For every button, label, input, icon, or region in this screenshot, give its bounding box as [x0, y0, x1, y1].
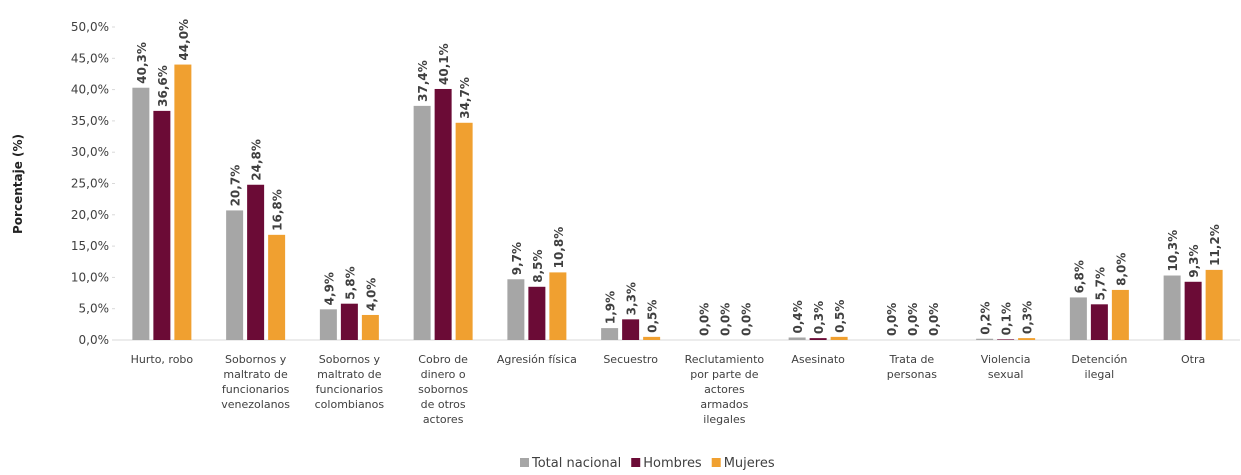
- value-label: 3,3%: [625, 282, 639, 315]
- bar: [413, 105, 431, 340]
- bar: [247, 184, 265, 340]
- value-label: 24,8%: [250, 139, 264, 181]
- bar: [601, 328, 619, 340]
- bar: [268, 234, 286, 340]
- bar: [1090, 304, 1108, 340]
- x-tick-label: Violencia sexual: [980, 353, 1031, 381]
- x-tick-label: Agresión física: [496, 353, 577, 366]
- value-label: 0,5%: [833, 300, 847, 333]
- bar: [1111, 289, 1129, 340]
- bar: [319, 309, 337, 340]
- bar: [549, 272, 567, 340]
- x-tick-label: Otra: [1181, 353, 1206, 366]
- value-label: 16,8%: [271, 189, 285, 231]
- value-label: 0,0%: [927, 303, 941, 336]
- value-label: 0,0%: [718, 303, 732, 336]
- y-tick-label: 50,0%: [71, 20, 109, 34]
- y-tick-label: 45,0%: [71, 51, 109, 65]
- legend-swatch: [711, 458, 721, 467]
- value-label: 34,7%: [458, 77, 472, 119]
- value-label: 0,3%: [1021, 301, 1035, 334]
- bar: [809, 338, 827, 340]
- value-label: 36,6%: [156, 65, 170, 107]
- y-tick-label: 30,0%: [71, 145, 109, 159]
- x-tick-label: Trata de personas: [886, 353, 937, 381]
- value-label: 0,5%: [646, 300, 660, 333]
- value-label: 8,5%: [531, 250, 545, 283]
- y-tick-label: 35,0%: [71, 114, 109, 128]
- value-label: 5,8%: [343, 266, 357, 299]
- legend-label: Total nacional: [531, 456, 621, 471]
- value-label: 1,9%: [604, 291, 618, 324]
- bar: [174, 64, 192, 340]
- x-tick-label: Sobornos y maltrato de funcionarios vene…: [221, 353, 290, 411]
- value-label: 10,3%: [1166, 230, 1180, 272]
- bar: [507, 279, 525, 340]
- value-label: 8,0%: [1114, 253, 1128, 286]
- bar: [1163, 275, 1181, 340]
- value-label: 0,3%: [812, 301, 826, 334]
- bar: [226, 210, 244, 340]
- y-tick-label: 40,0%: [71, 83, 109, 97]
- bar: [997, 339, 1015, 340]
- bar: [153, 110, 171, 340]
- value-label: 0,4%: [791, 300, 805, 333]
- value-label: 0,1%: [1000, 302, 1014, 335]
- legend-swatch: [520, 458, 529, 467]
- bar: [643, 336, 661, 340]
- x-tick-label: Sobornos y maltrato de funcionarios colo…: [314, 353, 385, 411]
- x-tick-label: Cobro de dinero o sobornos de otros acto…: [418, 353, 469, 426]
- y-tick-label: 5,0%: [79, 302, 110, 316]
- x-tick-label: Detención ilegal: [1071, 353, 1128, 381]
- bar: [528, 286, 546, 340]
- y-tick-label: 10,0%: [71, 270, 109, 284]
- bar: [976, 338, 994, 340]
- bar: [434, 88, 452, 340]
- bar: [622, 319, 640, 340]
- bar: [455, 122, 473, 340]
- legend-label: Mujeres: [724, 456, 775, 471]
- value-label: 0,0%: [906, 303, 920, 336]
- value-label: 11,2%: [1208, 224, 1222, 266]
- value-label: 6,8%: [1072, 260, 1086, 293]
- legend-swatch: [631, 458, 641, 467]
- bar: [132, 87, 150, 340]
- legend-label: Hombres: [643, 456, 702, 471]
- value-label: 4,9%: [322, 272, 336, 305]
- value-label: 0,2%: [979, 301, 993, 334]
- bar: [1205, 269, 1223, 340]
- bar: [361, 314, 379, 340]
- x-tick-label: Asesinato: [791, 353, 845, 366]
- y-tick-label: 25,0%: [71, 177, 109, 191]
- value-label: 4,0%: [364, 278, 378, 311]
- bar: [788, 337, 806, 340]
- value-label: 9,7%: [510, 242, 524, 275]
- value-label: 10,8%: [552, 227, 566, 269]
- value-label: 9,3%: [1187, 245, 1201, 278]
- bar: [830, 336, 848, 340]
- value-label: 37,4%: [416, 60, 430, 102]
- y-axis-title: Porcentaje (%): [11, 134, 25, 234]
- value-label: 44,0%: [177, 19, 191, 61]
- value-label: 0,0%: [885, 303, 899, 336]
- value-label: 0,0%: [697, 303, 711, 336]
- value-label: 40,1%: [437, 43, 451, 85]
- x-tick-label: Hurto, robo: [130, 353, 194, 366]
- value-label: 40,3%: [135, 42, 149, 84]
- y-tick-label: 20,0%: [71, 208, 109, 222]
- y-tick-label: 15,0%: [71, 239, 109, 253]
- x-tick-label: Reclutamiento por parte de actores armad…: [684, 353, 765, 426]
- bar: [1184, 281, 1202, 340]
- y-tick-label: 0,0%: [79, 333, 110, 347]
- bar: [1018, 338, 1036, 340]
- value-label: 0,0%: [739, 303, 753, 336]
- value-label: 20,7%: [229, 165, 243, 207]
- bar: [1069, 297, 1087, 340]
- value-label: 5,7%: [1093, 267, 1107, 300]
- x-tick-label: Secuestro: [603, 353, 658, 366]
- bar: [340, 303, 358, 340]
